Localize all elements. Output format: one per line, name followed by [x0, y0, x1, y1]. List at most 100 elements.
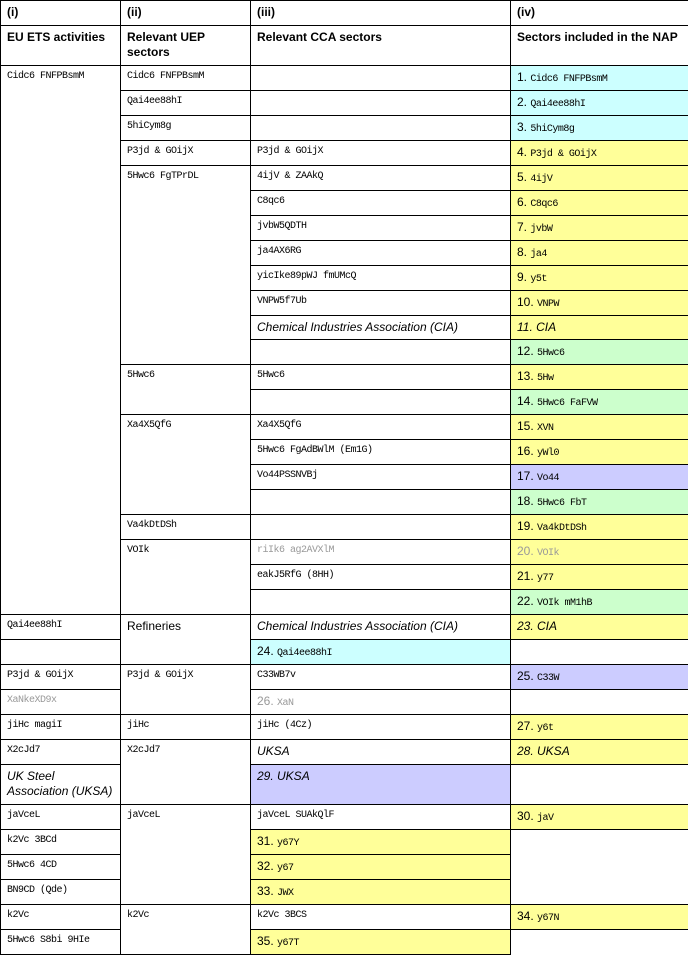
cell-cca: jiHc (4Cz) — [251, 714, 511, 739]
cell-cca — [251, 390, 511, 415]
cell-nap: 32. y67 — [251, 854, 511, 879]
cell-nap: 35. y67T — [251, 929, 511, 954]
header-col1: EU ETS activities — [1, 25, 121, 65]
cell-nap: 5. 4ijV — [511, 165, 688, 190]
table-row: k2Vck2Vck2Vc 3BCS34. y67N — [1, 904, 688, 929]
cell-uep: X2cJd7 — [121, 739, 251, 804]
cell-cca — [251, 340, 511, 365]
header-col4: Sectors included in the NAP — [511, 25, 688, 65]
cell-cca: Chemical Industries Association (CIA) — [251, 615, 511, 640]
cell-activity: P3jd & GOijX — [1, 664, 121, 689]
cell-uep: jiHc — [121, 714, 251, 739]
cell-nap: 16. yWl0 — [511, 440, 688, 465]
cell-cca — [251, 590, 511, 615]
cell-cca — [251, 65, 511, 90]
cell-nap: 21. y77 — [511, 565, 688, 590]
cell-uep: P3jd & GOijX — [121, 664, 251, 714]
cell-activity: jiHc magiI — [1, 714, 121, 739]
cell-cca: Xa4X5QfG — [251, 415, 511, 440]
cell-nap: 7. jvbW — [511, 215, 688, 240]
cell-nap: 29. UKSA — [251, 764, 511, 804]
cell-nap: 6. C8qc6 — [511, 190, 688, 215]
nap-sectors-table: (i) (ii) (iii) (iv) EU ETS activities Re… — [0, 0, 688, 955]
cell-cca: Vo44PSSNVBj — [251, 465, 511, 490]
table-body: Cidc6 FNFPBsmMCidc6 FNFPBsmM 1. Cidc6 FNF… — [1, 65, 688, 954]
cell-uep: 5Hwc6 FgTPrDL — [121, 165, 251, 365]
header-label-row: EU ETS activities Relevant UEP sectors R… — [1, 25, 688, 65]
cell-cca: UK Steel Association (UKSA) — [1, 764, 121, 804]
cell-uep: Qai4ee88hI — [121, 90, 251, 115]
cell-nap: 19. Va4kDtDSh — [511, 515, 688, 540]
header-col2: Relevant UEP sectors — [121, 25, 251, 65]
cell-cca: k2Vc 3BCd — [1, 829, 121, 854]
header-num-row: (i) (ii) (iii) (iv) — [1, 1, 688, 26]
cell-activity: jaVceL — [1, 804, 121, 829]
cell-cca — [251, 490, 511, 515]
cell-cca: jaVceL SUAkQlF — [251, 804, 511, 829]
cell-cca: yicIke89pWJ fmUMcQ — [251, 265, 511, 290]
cell-cca: 5Hwc6 FgAdBWlM (Em1G) — [251, 440, 511, 465]
cell-nap: 17. Vo44 — [511, 465, 688, 490]
cell-nap: 20. VOIk — [511, 540, 688, 565]
cell-uep: Xa4X5QfG — [121, 415, 251, 515]
table-row: 5Hwc6 S8bi 9HIe35. y67T — [1, 929, 688, 954]
table-row: UK Steel Association (UKSA) 29. UKSA — [1, 764, 688, 804]
cell-nap: 3. 5hiCym8g — [511, 115, 688, 140]
cell-cca: jvbW5QDTH — [251, 215, 511, 240]
cell-nap: 28. UKSA — [511, 739, 688, 764]
cell-nap: 26. XaN — [251, 689, 511, 714]
cell-activity: Cidc6 FNFPBsmM — [1, 65, 121, 615]
cell-cca — [251, 515, 511, 540]
cell-cca: eakJ5RfG (8HH) — [251, 565, 511, 590]
cell-cca: 5Hwc6 4CD — [1, 854, 121, 879]
table-row: jiHc magiIjiHcjiHc (4Cz)27. y6t — [1, 714, 688, 739]
header-col4-num: (iv) — [511, 1, 688, 26]
table-row: XaNkeXD9x26. XaN — [1, 689, 688, 714]
cell-nap: 25. C33W — [511, 664, 688, 689]
cell-cca: 4ijV & ZAAkQ — [251, 165, 511, 190]
cell-nap: 31. y67Y — [251, 829, 511, 854]
cell-nap: 4. P3jd & GOijX — [511, 140, 688, 165]
cell-cca: C33WB7v — [251, 664, 511, 689]
cell-cca: P3jd & GOijX — [251, 140, 511, 165]
cell-cca: k2Vc 3BCS — [251, 904, 511, 929]
cell-nap: 10. VNPW — [511, 290, 688, 315]
table-row: jaVceLjaVceLjaVceL SUAkQlF30. jaV — [1, 804, 688, 829]
cell-nap: 23. CIA — [511, 615, 688, 640]
cell-nap: 9. y5t — [511, 265, 688, 290]
cell-uep: k2Vc — [121, 904, 251, 954]
cell-cca — [251, 90, 511, 115]
cell-uep: VOIk — [121, 540, 251, 615]
header-col3: Relevant CCA sectors — [251, 25, 511, 65]
header-col3-num: (iii) — [251, 1, 511, 26]
cell-cca: riIk6 ag2AVXlM — [251, 540, 511, 565]
cell-nap: 2. Qai4ee88hI — [511, 90, 688, 115]
cell-uep: 5Hwc6 — [121, 365, 251, 415]
cell-uep: 5hiCym8g — [121, 115, 251, 140]
cell-activity: Qai4ee88hI — [1, 615, 121, 640]
table-row: X2cJd7X2cJd7UKSA28. UKSA — [1, 739, 688, 764]
cell-uep: jaVceL — [121, 804, 251, 904]
cell-uep: Va4kDtDSh — [121, 515, 251, 540]
cell-nap: 14. 5Hwc6 FaFVW — [511, 390, 688, 415]
cell-nap: 34. y67N — [511, 904, 688, 929]
cell-cca: ja4AX6RG — [251, 240, 511, 265]
table-row: Cidc6 FNFPBsmMCidc6 FNFPBsmM1. Cidc6 FNF… — [1, 65, 688, 90]
cell-uep: Cidc6 FNFPBsmM — [121, 65, 251, 90]
cell-activity: k2Vc — [1, 904, 121, 929]
table-row: 24. Qai4ee88hI — [1, 639, 688, 664]
cell-cca: BN9CD (Qde) — [1, 879, 121, 904]
cell-nap: 18. 5Hwc6 FbT — [511, 490, 688, 515]
table-row: P3jd & GOijXP3jd & GOijXC33WB7v25. C33W — [1, 664, 688, 689]
cell-cca: C8qc6 — [251, 190, 511, 215]
cell-nap: 13. 5Hw — [511, 365, 688, 390]
cell-nap: 30. jaV — [511, 804, 688, 829]
cell-nap: 24. Qai4ee88hI — [251, 639, 511, 664]
cell-uep: P3jd & GOijX — [121, 140, 251, 165]
header-col2-num: (ii) — [121, 1, 251, 26]
table-row: BN9CD (Qde)33. JWX — [1, 879, 688, 904]
cell-cca: 5Hwc6 — [251, 365, 511, 390]
cell-nap: 8. ja4 — [511, 240, 688, 265]
cell-nap: 15. XVN — [511, 415, 688, 440]
cell-nap: 1. Cidc6 FNFPBsmM — [511, 65, 688, 90]
